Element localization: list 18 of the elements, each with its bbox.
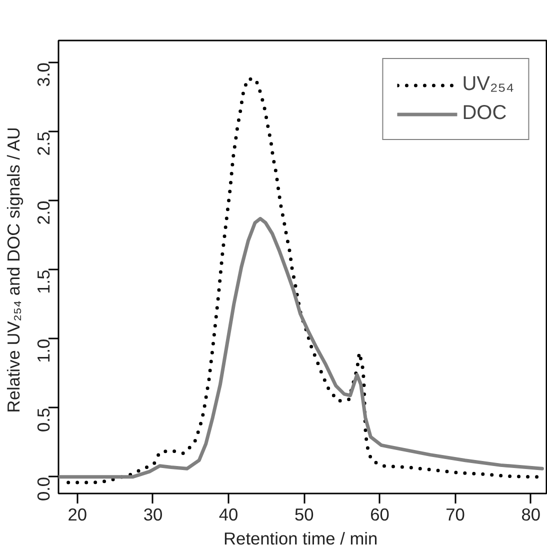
- y-tick-label: 3.0: [34, 62, 54, 87]
- y-tick-label: 2.5: [34, 132, 54, 156]
- x-tick-label: 30: [143, 504, 163, 524]
- legend-label: UV₂₅₄: [462, 73, 514, 96]
- x-tick-label: 40: [218, 504, 238, 524]
- x-tick-label: 20: [68, 504, 88, 524]
- x-tick-label: 60: [370, 504, 390, 524]
- y-tick-label: 0.0: [34, 476, 54, 502]
- y-tick-label: 0.5: [34, 408, 54, 432]
- y-tick-label: 1.0: [34, 338, 54, 363]
- legend-label: DOC: [462, 102, 507, 125]
- x-tick-label: 70: [446, 504, 465, 524]
- y-tick-label: 1.5: [34, 270, 54, 294]
- x-tick-label: 80: [521, 504, 541, 524]
- y-axis-title: Relative UV₂₅₄ and DOC signals / AU: [4, 127, 24, 413]
- x-tick-label: 50: [294, 504, 314, 524]
- y-tick-label: 2.0: [34, 200, 54, 225]
- x-axis-title: Retention time / min: [224, 528, 378, 548]
